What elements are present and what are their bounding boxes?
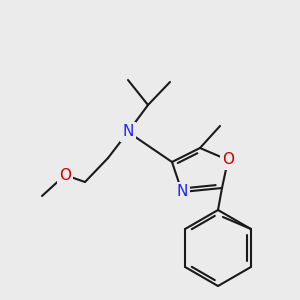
Text: O: O [59, 167, 71, 182]
Text: O: O [222, 152, 234, 167]
Text: N: N [176, 184, 188, 200]
Text: N: N [122, 124, 134, 140]
